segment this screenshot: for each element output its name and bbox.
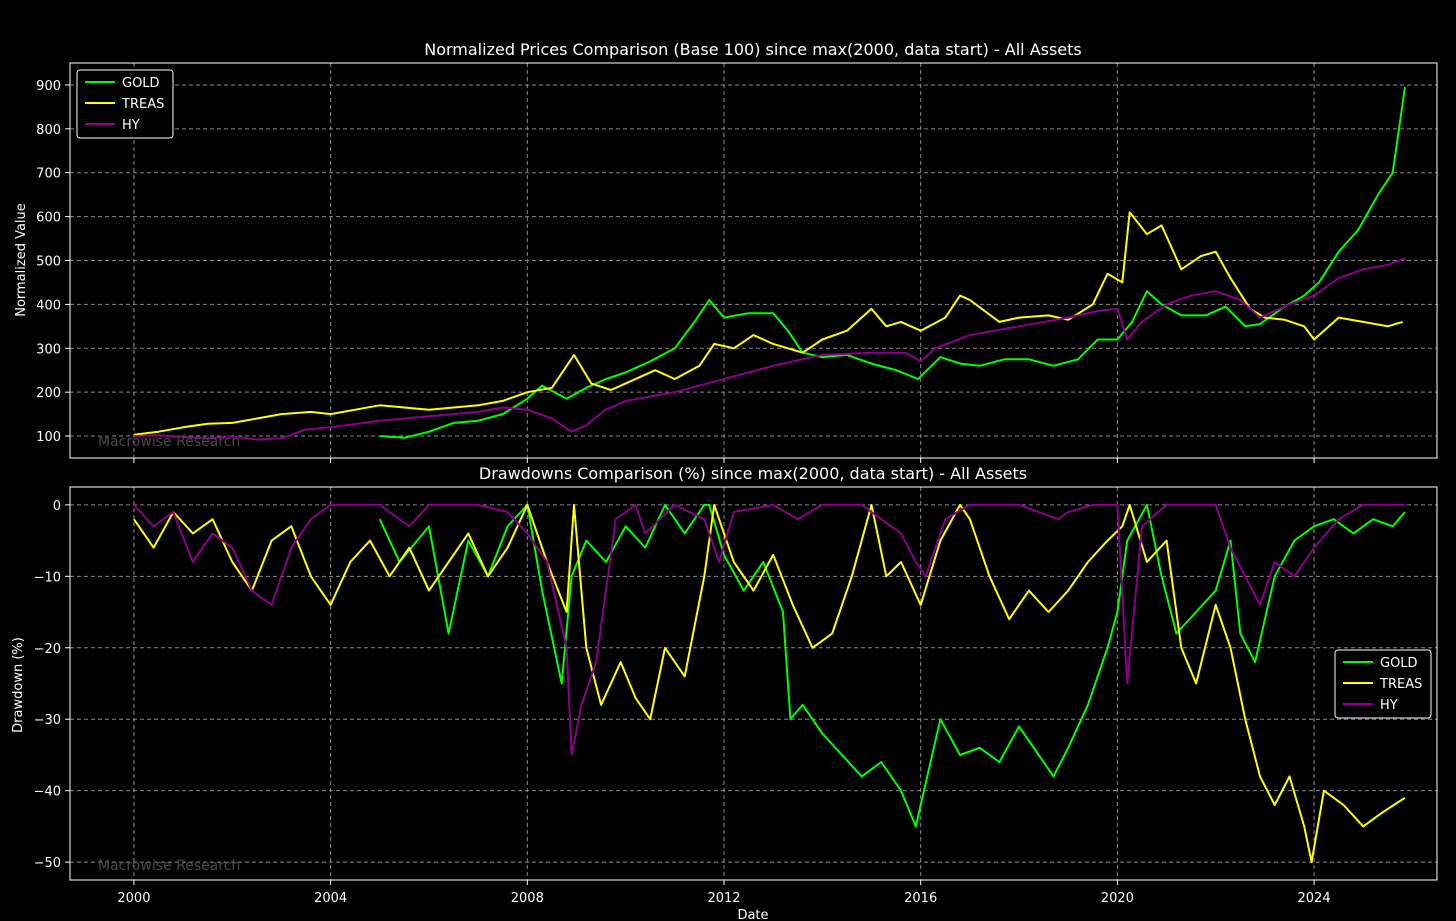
bottom-y-tick-label: 0 [53,499,61,514]
top-y-tick-label: 100 [36,430,61,445]
bottom-x-tick-label: 2024 [1298,891,1331,906]
bottom-x-axis-label: Date [737,908,768,921]
top-y-tick-label: 300 [36,342,61,357]
bottom-x-tick-label: 2016 [904,891,937,906]
top-legend-label-treas: TREAS [121,97,164,112]
bottom-series-group [133,503,1406,864]
top-legend: GOLD TREAS HY [76,69,174,139]
bottom-series-gold-line [378,503,1406,828]
top-chart-title: Normalized Prices Comparison (Base 100) … [424,40,1082,59]
bottom-legend-label-treas: TREAS [1379,677,1422,692]
top-legend-box [76,69,174,139]
top-legend-label-hy: HY [122,118,140,133]
bottom-y-axis-label: Drawdown (%) [11,637,26,733]
top-series-treas-line [133,211,1403,436]
top-y-tick-label: 500 [36,255,61,270]
bottom-legend-label-hy: HY [1380,698,1398,713]
top-ticks: 100 200 300 400 500 600 700 800 900 [36,79,1315,463]
bottom-chart-title: Drawdowns Comparison (%) since max(2000,… [479,464,1027,483]
bottom-legend: GOLD TREAS HY [1334,649,1432,719]
top-series-hy-line [133,257,1406,441]
top-legend-label-gold: GOLD [122,76,160,91]
top-y-tick-label: 900 [36,79,61,94]
top-grid [70,63,1437,458]
bottom-y-tick-label: −20 [34,642,61,657]
top-y-tick-label: 600 [36,211,61,226]
top-y-tick-label: 800 [36,123,61,138]
top-y-tick-label: 400 [36,298,61,313]
bottom-plot-frame [69,486,1438,881]
bottom-series-hy-line [133,503,1405,756]
top-watermark: Macrowise Research [98,434,240,450]
top-series-gold-line [379,86,1406,439]
bottom-legend-label-gold: GOLD [1380,656,1418,671]
bottom-y-tick-label: −50 [34,856,61,871]
bottom-x-tick-label: 2020 [1101,891,1134,906]
top-y-tick-label: 200 [36,386,61,401]
top-series-group [133,86,1406,441]
top-plot-frame [69,62,1438,459]
bottom-legend-box [1334,649,1432,719]
bottom-series-treas-line [133,503,1406,864]
bottom-watermark: Macrowise Research [98,858,240,874]
bottom-y-tick-label: −10 [34,570,61,585]
bottom-x-tick-label: 2012 [707,891,740,906]
bottom-x-tick-label: 2008 [511,891,544,906]
top-panel: Normalized Prices Comparison (Base 100) … [14,40,1438,463]
bottom-y-tick-label: −40 [34,785,61,800]
bottom-grid [70,487,1437,880]
bottom-x-tick-label: 2004 [314,891,347,906]
top-y-axis-label: Normalized Value [14,203,29,317]
bottom-x-tick-label: 2000 [117,891,150,906]
bottom-y-tick-label: −30 [34,713,61,728]
bottom-panel: Drawdowns Comparison (%) since max(2000,… [11,464,1438,921]
bottom-ticks: 2000 2004 2008 2012 2016 2020 2024 0 −10 −20 −30 −4… [34,499,1331,906]
top-y-tick-label: 700 [36,167,61,182]
